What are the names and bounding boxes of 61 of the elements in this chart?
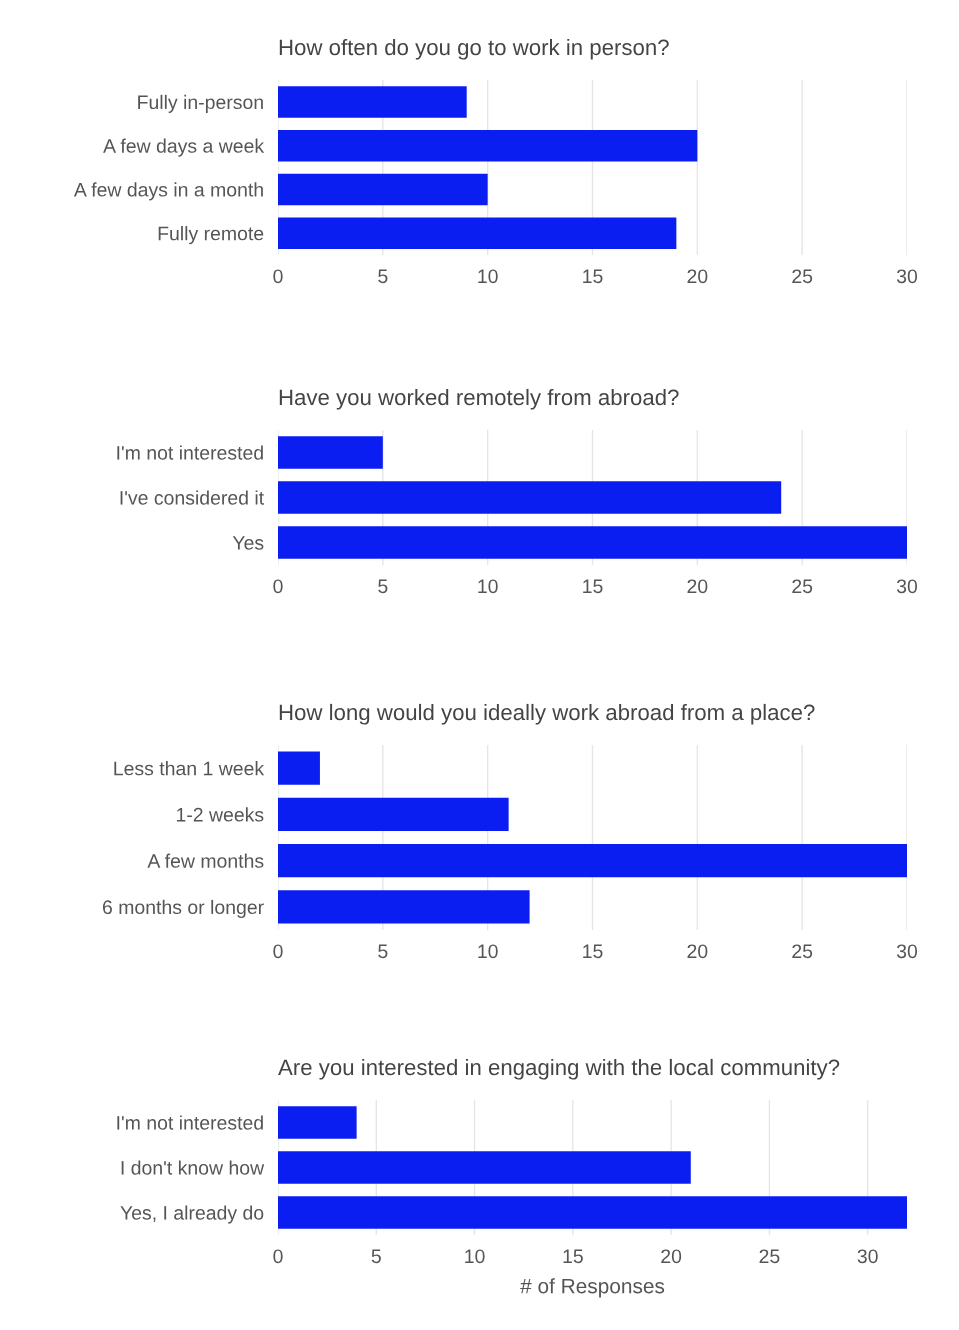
x-tick-label: 25 <box>792 579 813 594</box>
y-tick-label: Less than 1 week <box>114 761 265 776</box>
bar <box>278 173 488 206</box>
bar <box>278 1106 357 1139</box>
chart-title: How often do you go to work in person? <box>279 38 669 60</box>
x-tick-label: 25 <box>792 269 813 284</box>
x-tick-label: 0 <box>273 1249 283 1264</box>
x-tick-label: 20 <box>687 579 708 594</box>
x-tick-label: 30 <box>896 944 918 959</box>
x-tick-label: 25 <box>792 944 813 959</box>
x-tick-label: 10 <box>478 579 498 594</box>
x-tick-label: 5 <box>378 579 388 594</box>
x-axis-title: # of Responses <box>520 1278 665 1298</box>
y-tick-label: I'm not interested <box>117 1115 263 1130</box>
bar <box>278 751 320 785</box>
x-tick-label: 0 <box>273 579 283 594</box>
bar <box>278 86 467 118</box>
bar <box>278 890 530 924</box>
y-tick-label: A few days in a month <box>73 182 263 201</box>
x-tick-label: 25 <box>759 1249 780 1264</box>
y-tick-label: Yes, I already do <box>120 1205 264 1224</box>
x-tick-label: 15 <box>583 269 603 284</box>
y-tick-label: Yes <box>232 536 264 550</box>
x-tick-label: 0 <box>273 944 283 959</box>
y-tick-label: A few months <box>147 853 264 868</box>
x-tick-label: 0 <box>273 269 283 284</box>
x-tick-label: 5 <box>371 1249 381 1264</box>
chart-title: How long would you ideally work abroad from a place? <box>279 703 815 725</box>
y-tick-label: A few days a week <box>103 138 265 157</box>
x-tick-label: 15 <box>563 1249 583 1264</box>
x-tick-label: 20 <box>687 944 708 959</box>
y-tick-label: I'm not interested <box>117 445 263 460</box>
bar <box>278 436 383 469</box>
x-tick-label: 15 <box>583 944 603 959</box>
chart-title: Are you interested in engaging with the local community? <box>278 1058 840 1080</box>
y-tick-label: I've considered it <box>120 490 264 505</box>
bar <box>278 1151 691 1184</box>
x-tick-label: 10 <box>478 944 498 959</box>
x-tick-label: 30 <box>857 1249 878 1264</box>
y-tick-label: 6 months or longer <box>102 899 264 918</box>
x-tick-label: 10 <box>478 269 498 284</box>
bar <box>278 481 782 514</box>
bar <box>278 797 509 832</box>
x-tick-label: 20 <box>687 269 708 284</box>
y-tick-label: Fully in-person <box>138 94 263 113</box>
x-tick-label: 5 <box>378 944 388 959</box>
x-tick-label: 30 <box>896 579 918 594</box>
x-tick-label: 30 <box>896 269 918 284</box>
bar <box>278 129 698 162</box>
x-tick-label: 10 <box>465 1249 485 1264</box>
x-tick-label: 20 <box>661 1249 682 1264</box>
bar <box>278 217 677 249</box>
x-tick-label: 5 <box>378 269 388 284</box>
chart-title: Have you worked remotely from abroad? <box>279 388 679 410</box>
bar <box>278 526 907 559</box>
y-tick-label: Fully remote <box>158 226 264 245</box>
y-tick-label: 1-2 weeks <box>176 807 264 822</box>
x-tick-label: 15 <box>583 579 603 594</box>
bar <box>278 843 907 878</box>
y-tick-label: I don't know how <box>121 1160 265 1175</box>
bar <box>278 1196 907 1229</box>
